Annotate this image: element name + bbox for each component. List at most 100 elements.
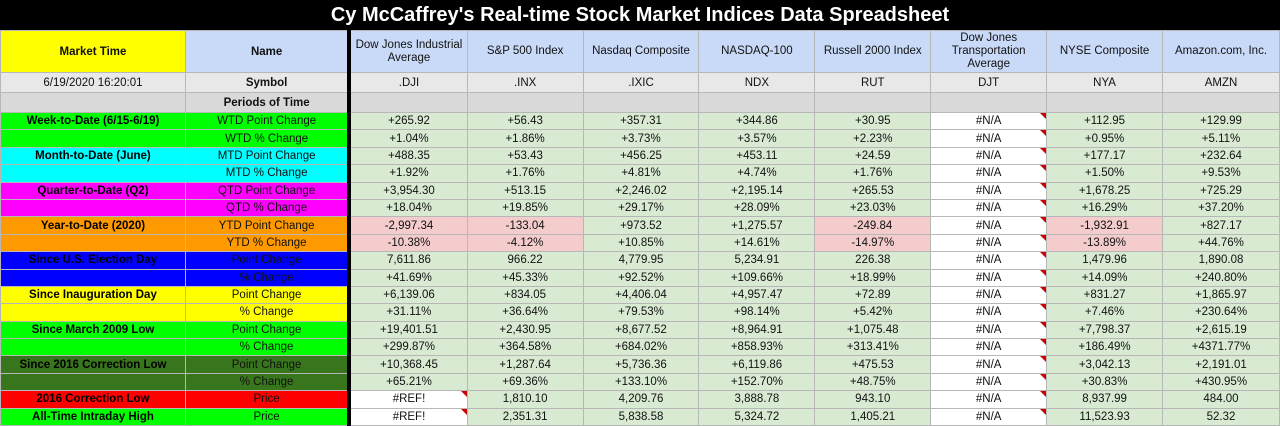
metric-cell[interactable]: % Change (184, 372, 352, 392)
index-symbol-cell[interactable]: .IXIC (582, 72, 700, 93)
name-label[interactable]: Name (184, 30, 352, 73)
value-cell[interactable]: +4.81% (582, 164, 700, 183)
value-cell[interactable]: +1.04% (348, 129, 468, 148)
index-symbol-cell[interactable]: NDX (698, 72, 816, 93)
value-cell[interactable]: #N/A (930, 390, 1048, 409)
value-cell[interactable]: +72.89 (814, 285, 932, 305)
value-cell[interactable]: +31.11% (348, 303, 468, 322)
value-cell[interactable]: +265.92 (348, 111, 468, 131)
value-cell[interactable]: +4371.77% (1162, 338, 1280, 357)
metric-cell[interactable]: Price (184, 390, 352, 409)
index-name-header[interactable]: NASDAQ-100 (698, 30, 816, 73)
timestamp-cell[interactable]: 6/19/2020 16:20:01 (0, 72, 186, 93)
value-cell[interactable]: +10,368.45 (348, 355, 468, 374)
value-cell[interactable]: +357.31 (582, 111, 700, 131)
value-cell[interactable]: 5,838.58 (582, 407, 700, 426)
value-cell[interactable]: 1,479.96 (1046, 251, 1164, 270)
value-cell[interactable]: +1,075.48 (814, 320, 932, 340)
value-cell[interactable]: +23.03% (814, 198, 932, 218)
value-cell[interactable]: +2.23% (814, 129, 932, 148)
value-cell[interactable]: +56.43 (466, 111, 584, 131)
value-cell[interactable]: #N/A (930, 320, 1048, 340)
value-cell[interactable]: +36.64% (466, 303, 584, 322)
value-cell[interactable]: #N/A (930, 285, 1048, 305)
market-time-label[interactable]: Market Time (0, 30, 186, 73)
value-cell[interactable]: 943.10 (814, 390, 932, 409)
value-cell[interactable]: +3.73% (582, 129, 700, 148)
value-cell[interactable]: -4.12% (466, 233, 584, 253)
index-name-header[interactable]: Russell 2000 Index (814, 30, 932, 73)
metric-cell[interactable]: % Change (184, 338, 352, 357)
value-cell[interactable]: -13.89% (1046, 233, 1164, 253)
value-cell[interactable]: +2,195.14 (698, 181, 816, 200)
metric-cell[interactable]: QTD Point Change (184, 181, 352, 200)
value-cell[interactable]: +112.95 (1046, 111, 1164, 131)
value-cell[interactable]: 2,351.31 (466, 407, 584, 426)
value-cell[interactable]: +5.11% (1162, 129, 1280, 148)
value-cell[interactable]: +1.76% (466, 164, 584, 183)
value-cell[interactable]: +177.17 (1046, 146, 1164, 166)
index-symbol-cell[interactable]: NYA (1046, 72, 1164, 93)
index-symbol-cell[interactable]: RUT (814, 72, 932, 93)
blank-cell[interactable] (582, 92, 700, 113)
period-label-cell[interactable] (0, 198, 186, 218)
value-cell[interactable]: +5,736.36 (582, 355, 700, 374)
value-cell[interactable]: -10.38% (348, 233, 468, 253)
value-cell[interactable]: +10.85% (582, 233, 700, 253)
value-cell[interactable]: +152.70% (698, 372, 816, 392)
value-cell[interactable]: +1.50% (1046, 164, 1164, 183)
value-cell[interactable]: +29.17% (582, 198, 700, 218)
blank-cell[interactable] (698, 92, 816, 113)
value-cell[interactable]: #N/A (930, 181, 1048, 200)
metric-cell[interactable]: MTD % Change (184, 164, 352, 183)
value-cell[interactable]: 8,937.99 (1046, 390, 1164, 409)
value-cell[interactable]: -249.84 (814, 216, 932, 235)
blank-cell[interactable] (930, 92, 1048, 113)
value-cell[interactable]: 484.00 (1162, 390, 1280, 409)
value-cell[interactable]: +9.53% (1162, 164, 1280, 183)
value-cell[interactable]: #N/A (930, 216, 1048, 235)
value-cell[interactable]: +53.43 (466, 146, 584, 166)
period-label-cell[interactable]: Month-to-Date (June) (0, 146, 186, 166)
value-cell[interactable]: +313.41% (814, 338, 932, 357)
value-cell[interactable]: +344.86 (698, 111, 816, 131)
metric-cell[interactable]: % Change (184, 303, 352, 322)
period-label-cell[interactable] (0, 303, 186, 322)
metric-cell[interactable]: WTD Point Change (184, 111, 352, 131)
value-cell[interactable]: #N/A (930, 355, 1048, 374)
value-cell[interactable]: +1,678.25 (1046, 181, 1164, 200)
value-cell[interactable]: +48.75% (814, 372, 932, 392)
metric-cell[interactable]: YTD % Change (184, 233, 352, 253)
value-cell[interactable]: +456.25 (582, 146, 700, 166)
value-cell[interactable]: #REF! (348, 407, 468, 426)
value-cell[interactable]: 3,888.78 (698, 390, 816, 409)
value-cell[interactable]: +1,865.97 (1162, 285, 1280, 305)
value-cell[interactable]: #N/A (930, 407, 1048, 426)
period-label-cell[interactable]: Since March 2009 Low (0, 320, 186, 340)
value-cell[interactable]: +232.64 (1162, 146, 1280, 166)
period-label-cell[interactable] (0, 164, 186, 183)
value-cell[interactable]: #N/A (930, 129, 1048, 148)
value-cell[interactable]: +3.57% (698, 129, 816, 148)
value-cell[interactable]: +827.17 (1162, 216, 1280, 235)
blank-cell[interactable] (0, 92, 186, 113)
index-symbol-cell[interactable]: .DJI (348, 72, 468, 93)
value-cell[interactable]: +2,246.02 (582, 181, 700, 200)
blank-cell[interactable] (1162, 92, 1280, 113)
value-cell[interactable]: +2,191.01 (1162, 355, 1280, 374)
value-cell[interactable]: 966.22 (466, 251, 584, 270)
blank-cell[interactable] (466, 92, 584, 113)
period-label-cell[interactable]: All-Time Intraday High (0, 407, 186, 426)
value-cell[interactable]: +1.86% (466, 129, 584, 148)
value-cell[interactable]: +19,401.51 (348, 320, 468, 340)
value-cell[interactable]: +430.95% (1162, 372, 1280, 392)
value-cell[interactable]: -1,932.91 (1046, 216, 1164, 235)
index-name-header[interactable]: NYSE Composite (1046, 30, 1164, 73)
value-cell[interactable]: #N/A (930, 233, 1048, 253)
index-name-header[interactable]: S&P 500 Index (466, 30, 584, 73)
value-cell[interactable]: +92.52% (582, 268, 700, 287)
value-cell[interactable]: +30.95 (814, 111, 932, 131)
value-cell[interactable]: +186.49% (1046, 338, 1164, 357)
periods-label[interactable]: Periods of Time (184, 92, 352, 113)
index-name-header[interactable]: Amazon.com, Inc. (1162, 30, 1280, 73)
